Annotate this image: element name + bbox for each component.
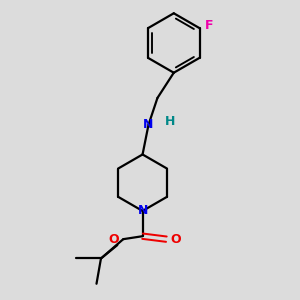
Text: O: O [170, 233, 181, 246]
Text: N: N [137, 204, 148, 218]
Text: N: N [143, 118, 154, 131]
Text: H: H [165, 115, 175, 128]
Text: F: F [205, 19, 213, 32]
Text: O: O [109, 233, 119, 246]
